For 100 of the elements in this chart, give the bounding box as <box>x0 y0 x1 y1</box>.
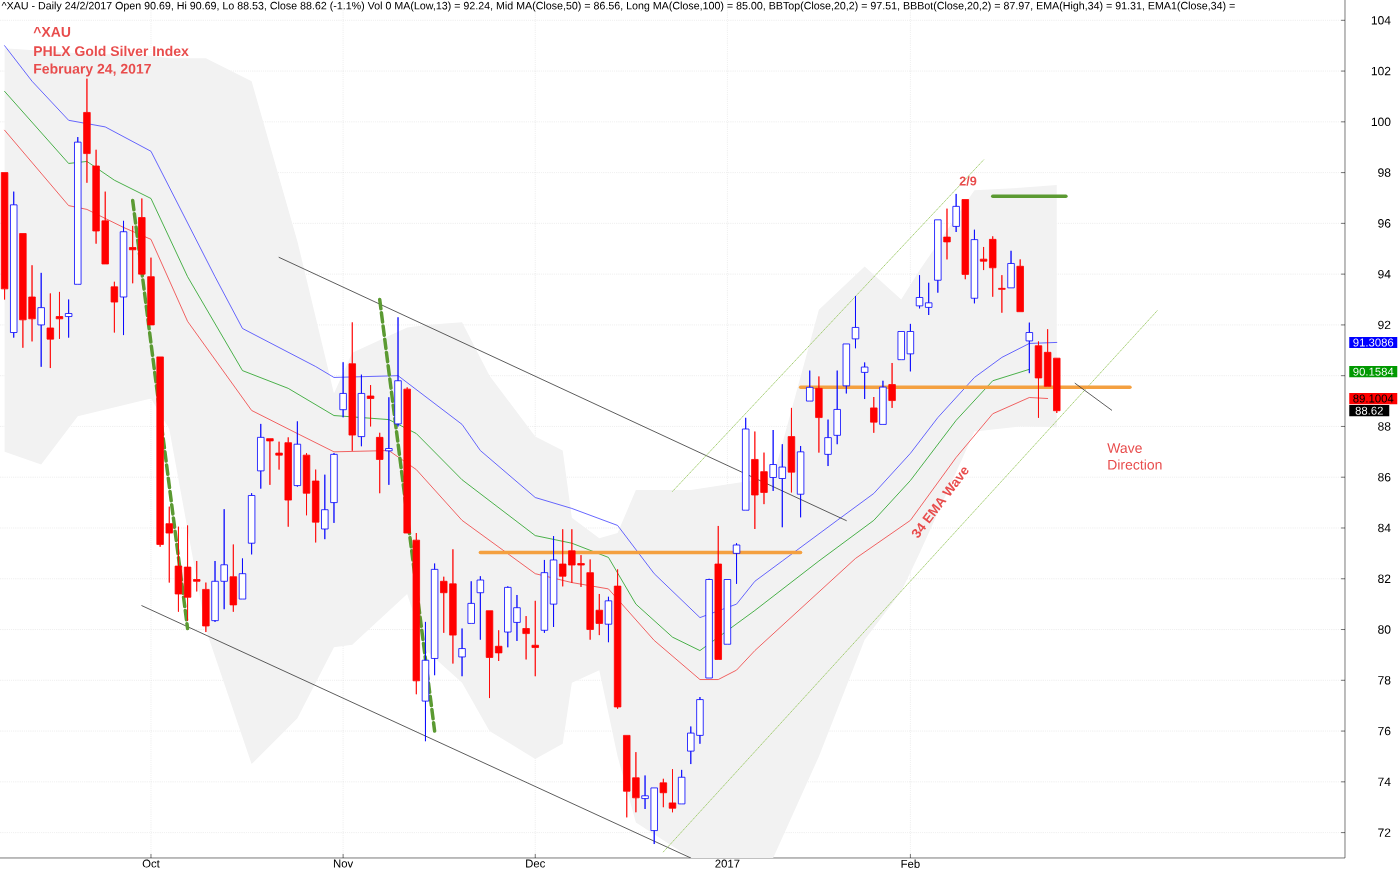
candlestick <box>705 578 713 679</box>
candlestick <box>952 193 960 233</box>
candlestick <box>714 525 722 660</box>
candlestick <box>970 229 979 304</box>
y-tick-label: 72 <box>1378 828 1391 837</box>
candlestick <box>55 291 64 340</box>
candlestick <box>961 199 969 280</box>
candlestick <box>376 432 384 494</box>
annotation: 2/9 <box>959 176 977 186</box>
candlestick <box>860 362 869 400</box>
candlestick <box>174 526 183 613</box>
y-tick-label: 104 <box>1371 16 1391 25</box>
x-tick-label: Nov <box>333 859 354 868</box>
x-tick-label: Dec <box>526 859 546 868</box>
text: 89.1004 <box>1353 394 1394 403</box>
candlestick <box>357 374 366 447</box>
y-tick-label: 74 <box>1378 777 1391 786</box>
candlestick <box>0 172 9 300</box>
candlestick <box>421 621 430 742</box>
y-tick-label: 92 <box>1378 320 1391 330</box>
candlestick <box>467 580 475 624</box>
candlestick <box>229 544 238 613</box>
candlestick <box>613 568 622 710</box>
candlestick <box>549 535 558 628</box>
x-tick-label: Oct <box>142 859 160 868</box>
candlestick <box>83 78 91 184</box>
candlestick <box>494 629 503 662</box>
x-tick-label: 2017 <box>715 859 740 868</box>
candlestick <box>202 582 210 633</box>
candlestick <box>723 579 732 645</box>
candlestick <box>458 628 466 677</box>
candlestick <box>247 492 256 555</box>
candlestick <box>403 386 411 534</box>
y-tick-label: 78 <box>1378 676 1391 685</box>
chart-title: ^XAU - Daily 24/2/2017 Open 90.69, Hi 90.69, Lo 88.53, Close 88.62 (-1.1%) Vol 0 MA(Low,13) = 92.24, Mid MA(Close,50) = 86.56, Long MA(Close,100) = 85.00, BBTop(Close,20,2) = 97.51, BBBot(Close,20,2) = 87.97, EMA(High,34) = 91.31, EMA1(Close,34) = <box>1 1 1235 12</box>
candlestick <box>842 343 851 394</box>
candlestick <box>668 768 677 813</box>
candlestick <box>1016 259 1024 313</box>
candlestick <box>293 420 302 488</box>
candlestick <box>888 362 896 409</box>
y-tick-label: 88 <box>1378 422 1391 431</box>
candlestick <box>787 407 796 493</box>
y-tick-label: 82 <box>1378 574 1391 584</box>
candlestick <box>366 384 375 427</box>
y-tick-label: 102 <box>1371 66 1391 76</box>
candlestick <box>394 316 402 427</box>
candlestick <box>522 615 530 660</box>
y-tick-label: 76 <box>1378 726 1391 736</box>
text: 91.3086 <box>1353 338 1394 347</box>
candlestick <box>238 558 247 600</box>
candlestick <box>677 769 686 805</box>
candlestick <box>348 321 356 452</box>
candlestick <box>824 419 832 467</box>
candlestick <box>46 293 55 369</box>
candlestick <box>924 282 933 316</box>
candlestick <box>659 778 668 808</box>
candlestick <box>934 219 942 294</box>
candlestick <box>732 542 741 585</box>
candlestick <box>385 396 393 486</box>
candlestick <box>870 396 878 434</box>
candlestick <box>37 272 45 368</box>
annotation: February 24, 2017 <box>34 63 151 77</box>
annotation: Wave Direction <box>1107 443 1162 470</box>
candlestick <box>302 452 311 516</box>
candlestick <box>147 257 155 326</box>
candlestick <box>796 445 805 518</box>
candlestick <box>10 191 18 338</box>
candlestick <box>485 610 494 699</box>
candlestick <box>604 596 613 643</box>
candlestick <box>257 423 265 490</box>
candlestick <box>540 559 549 634</box>
candlestick <box>266 438 274 486</box>
candlestick <box>339 361 347 418</box>
y-tick-label: 80 <box>1378 625 1391 634</box>
candlestick <box>915 274 924 309</box>
candlestick <box>64 299 73 338</box>
candlestick <box>321 474 329 540</box>
candlestick <box>412 532 421 695</box>
y-tick-label: 100 <box>1371 117 1391 127</box>
candlestick <box>119 220 128 336</box>
candlestick <box>851 295 860 349</box>
candlestick <box>476 575 485 641</box>
candlestick <box>998 274 1006 314</box>
candlestick <box>833 370 841 445</box>
y-tick-label: 94 <box>1378 269 1391 279</box>
candlestick <box>531 600 539 677</box>
candlestick <box>943 208 951 260</box>
candlestick <box>1025 322 1034 374</box>
annotation: ^XAU <box>33 27 71 37</box>
candlestick <box>330 452 338 524</box>
y-tick-label: 98 <box>1378 168 1391 177</box>
y-tick-label: 86 <box>1378 472 1391 482</box>
candlestick <box>1007 250 1015 289</box>
annotation: PHLX Gold Silver Index <box>34 45 189 57</box>
candlestick <box>311 469 320 543</box>
text: 90.1584 <box>1353 367 1394 376</box>
candlestick <box>815 376 823 453</box>
y-tick-label: 84 <box>1378 523 1391 533</box>
candlestick <box>879 380 887 425</box>
candlestick <box>806 370 814 402</box>
